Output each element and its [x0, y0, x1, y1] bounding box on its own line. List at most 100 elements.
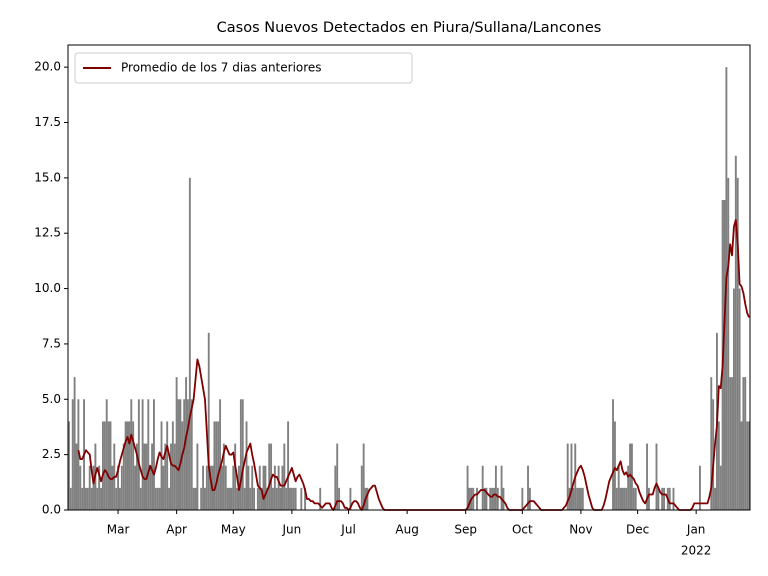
bar	[96, 487, 99, 510]
bar	[292, 487, 295, 510]
bar	[160, 421, 163, 510]
bar	[249, 487, 252, 510]
bar	[742, 377, 745, 510]
bar	[128, 421, 131, 510]
bar	[731, 377, 733, 510]
bar	[147, 399, 150, 510]
bar	[740, 421, 743, 510]
bar	[175, 377, 178, 510]
bar	[158, 487, 161, 510]
bar	[304, 487, 307, 510]
bar	[290, 487, 293, 510]
bar	[236, 487, 239, 510]
x-tick-label: Nov	[569, 523, 592, 537]
bar	[619, 487, 622, 510]
bar	[729, 377, 732, 510]
bar	[139, 487, 142, 510]
bar	[661, 487, 664, 510]
bar	[92, 465, 95, 510]
bar	[615, 487, 618, 510]
bar	[90, 487, 93, 510]
bar	[576, 487, 579, 510]
bar	[481, 465, 484, 510]
bar	[222, 443, 225, 510]
x-tick-label: Jun	[281, 523, 301, 537]
bar	[132, 421, 135, 510]
bar	[164, 443, 167, 510]
x-tick-label: Aug	[395, 523, 418, 537]
bar	[217, 421, 220, 510]
bar	[251, 465, 254, 510]
bar	[736, 177, 739, 510]
bar	[260, 487, 263, 510]
x-tick-label: Oct	[512, 523, 533, 537]
bar	[668, 487, 671, 510]
bar	[204, 487, 206, 510]
bar	[672, 487, 675, 510]
bar	[151, 443, 154, 510]
bar	[723, 200, 726, 510]
bar	[207, 332, 210, 510]
bar	[710, 377, 713, 510]
bar	[632, 487, 635, 510]
bar	[338, 487, 341, 510]
bar	[202, 465, 205, 510]
bar	[493, 487, 495, 510]
y-tick-label: 12.5	[34, 226, 61, 240]
bar	[634, 487, 637, 510]
bar	[153, 399, 155, 510]
bar	[239, 399, 242, 510]
bar	[100, 487, 103, 510]
bar	[122, 443, 125, 510]
bar	[190, 399, 193, 510]
y-tick-label: 5.0	[42, 392, 61, 406]
bar	[698, 465, 701, 510]
bar	[179, 399, 182, 510]
bar	[621, 487, 624, 510]
chart-title: Casos Nuevos Detectados en Piura/Sullana…	[217, 20, 602, 36]
x-tick-label: Apr	[166, 523, 187, 537]
bar	[719, 465, 722, 510]
bar	[196, 443, 199, 510]
bar	[349, 487, 352, 510]
y-tick-label: 15.0	[34, 170, 61, 184]
bar	[107, 421, 110, 510]
bar	[88, 465, 91, 510]
bar	[253, 487, 256, 510]
bar	[162, 465, 165, 510]
bar	[581, 487, 584, 510]
bar	[85, 487, 87, 510]
bar	[245, 421, 248, 510]
bar	[268, 443, 271, 510]
bar	[623, 487, 626, 510]
bar	[528, 487, 531, 510]
bar	[181, 421, 184, 510]
bar	[73, 377, 76, 510]
bar	[657, 487, 660, 510]
x-tick-label: Mar	[107, 523, 130, 537]
bar	[578, 487, 580, 510]
bar	[272, 487, 274, 510]
bar	[111, 465, 114, 510]
bar	[360, 465, 363, 510]
x-tick-label: Dec	[626, 523, 649, 537]
bar	[273, 465, 276, 510]
bar	[105, 399, 108, 510]
bar	[646, 443, 648, 510]
bar	[655, 443, 658, 510]
bar	[86, 487, 89, 510]
bar	[362, 443, 365, 510]
bar	[230, 487, 233, 510]
bar	[491, 487, 494, 510]
bar	[663, 487, 665, 510]
bar	[126, 421, 129, 510]
bar	[319, 487, 322, 510]
bar	[613, 421, 616, 510]
x-tick-label: Jan	[686, 523, 706, 537]
bar	[226, 487, 229, 510]
bar	[275, 487, 278, 510]
legend: Promedio de los 7 dias anteriores	[74, 52, 413, 84]
bar	[173, 443, 176, 510]
bar	[98, 465, 101, 510]
